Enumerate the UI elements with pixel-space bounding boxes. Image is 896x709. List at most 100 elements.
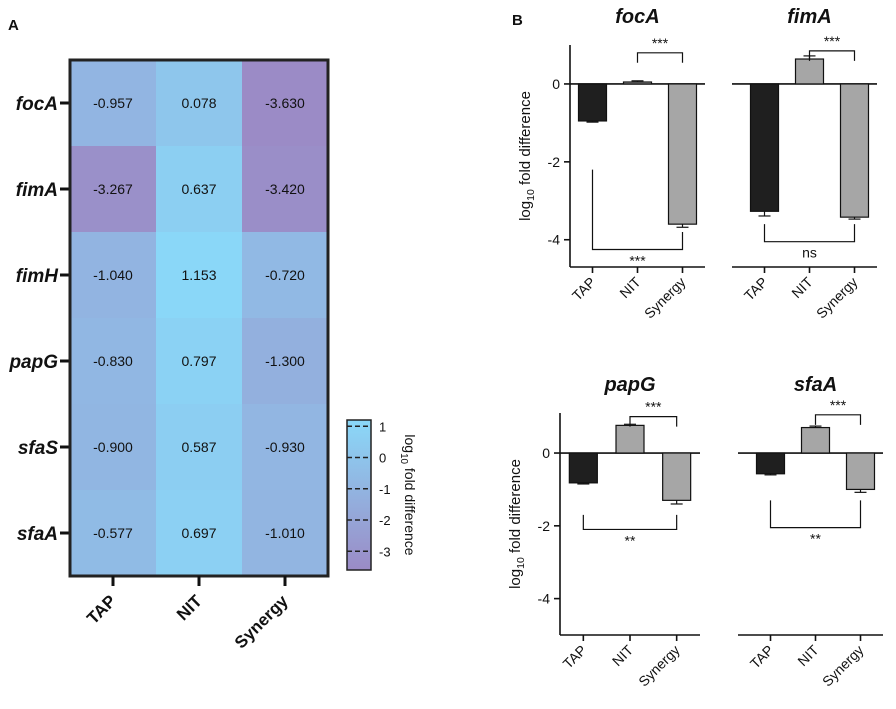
heatmap-row-label: sfaS: [18, 438, 58, 459]
colorbar-tick-label: -3: [379, 544, 391, 559]
chart-title: focA: [615, 6, 659, 28]
heatmap-cell-label: 0.797: [181, 353, 216, 369]
panel-b-letter: B: [512, 12, 523, 29]
y-tick-label: -4: [538, 591, 551, 607]
x-tick-label: TAP: [747, 642, 777, 672]
significance-bracket: [636, 52, 684, 63]
bar-nit: [615, 424, 645, 454]
heatmap-cell: [70, 318, 156, 404]
y-tick-label: 0: [552, 76, 560, 92]
heatmap-column-label: Synergy: [231, 591, 292, 652]
heatmap-cell: [70, 232, 156, 318]
heatmap-cell-label: -0.830: [93, 353, 133, 369]
heatmap-row-label: sfaA: [17, 524, 58, 545]
x-tick-label: TAP: [741, 274, 771, 304]
significance-bracket: [582, 514, 678, 531]
y-tick-label: -2: [538, 518, 551, 534]
bar-tap: [568, 452, 598, 484]
chart-title: sfaA: [794, 374, 837, 396]
heatmap-cell: [242, 404, 328, 490]
heatmap-cell-label: -0.900: [93, 439, 133, 455]
colorbar-tick-label: 0: [379, 451, 386, 466]
heatmap-cell: [156, 232, 242, 318]
y-axis-label-sub: 10: [515, 557, 527, 569]
colorbar-label-sub: 10: [398, 453, 409, 464]
significance-label: **: [625, 532, 636, 548]
x-tick-label: NIT: [794, 641, 822, 669]
heatmap-cell: [70, 60, 156, 146]
heatmap-cell: [242, 490, 328, 576]
significance-label: ***: [830, 397, 847, 413]
y-tick-label: 0: [542, 445, 550, 461]
heatmap-cell: [242, 232, 328, 318]
bar-synergy: [667, 83, 698, 225]
heatmap-cell: [70, 404, 156, 490]
heatmap-cell: [156, 404, 242, 490]
significance-label: ***: [652, 35, 669, 51]
heatmap-column-label: TAP: [83, 591, 120, 628]
heatmap-cell-label: 0.697: [181, 525, 216, 541]
significance-label: ***: [629, 252, 646, 268]
significance-label: ns: [802, 245, 817, 261]
y-tick-label: -4: [548, 232, 561, 248]
heatmap-cell-label: 0.587: [181, 439, 216, 455]
panel-a-letter: A: [8, 17, 19, 34]
significance-bracket: [629, 416, 678, 427]
heatmap-cell-label: -0.577: [93, 525, 133, 541]
heatmap-cell-label: -0.720: [265, 267, 305, 283]
bar-nit: [794, 58, 825, 85]
significance-label: ***: [645, 399, 662, 415]
heatmap-cell-label: -3.420: [265, 181, 305, 197]
bar-nit: [800, 426, 831, 454]
x-tick-label: Synergy: [813, 274, 861, 322]
heatmap-cell-label: -1.010: [265, 525, 305, 541]
bar-synergy: [845, 452, 876, 491]
significance-bracket: [808, 50, 856, 61]
significance-bracket: [763, 224, 856, 243]
colorbar-label-rest: fold difference: [402, 464, 418, 556]
x-tick-label: Synergy: [819, 642, 867, 690]
heatmap-cell-label: -0.957: [93, 95, 133, 111]
heatmap-cell: [156, 60, 242, 146]
heatmap-cell: [242, 318, 328, 404]
heatmap-row-label: fimH: [16, 266, 60, 287]
x-tick-label: NIT: [788, 273, 816, 301]
significance-label: **: [810, 531, 821, 547]
heatmap-cell-label: 1.153: [181, 267, 216, 283]
y-axis-label: log10 fold difference: [507, 459, 527, 589]
heatmap-row-label: focA: [16, 94, 58, 115]
heatmap-cell-label: -3.630: [265, 95, 305, 111]
bar-tap: [749, 83, 780, 212]
x-tick-label: Synergy: [635, 642, 683, 690]
chart-title: fimA: [787, 6, 831, 28]
heatmap-cell-label: -3.267: [93, 181, 133, 197]
heatmap-row-label: fimA: [16, 180, 58, 201]
significance-label: ***: [824, 33, 841, 49]
heatmap-row-label: papG: [8, 352, 58, 373]
heatmap-cell-label: -1.040: [93, 267, 133, 283]
heatmap-cell-label: 0.637: [181, 181, 216, 197]
x-tick-label: NIT: [609, 641, 637, 669]
heatmap-column-label: NIT: [173, 591, 206, 624]
y-axis-label-base: log: [517, 201, 534, 221]
colorbar: [346, 419, 372, 571]
heatmap-cell-label: 0.078: [181, 95, 216, 111]
significance-bracket: [591, 169, 684, 251]
bar-nit: [622, 81, 653, 85]
colorbar-tick-label: 1: [379, 419, 386, 434]
y-tick-label: -2: [548, 154, 561, 170]
significance-bracket: [769, 500, 862, 529]
heatmap-cell: [156, 318, 242, 404]
heatmap-cell: [70, 146, 156, 232]
bar-synergy: [662, 452, 692, 501]
colorbar-tick-label: -2: [379, 513, 391, 528]
y-axis-label-rest: fold difference: [507, 459, 524, 557]
y-axis-label-rest: fold difference: [517, 91, 534, 189]
y-axis-label: log10 fold difference: [517, 91, 537, 221]
heatmap-cell-label: -1.300: [265, 353, 305, 369]
colorbar-tick-label: -1: [379, 482, 391, 497]
heatmap-panel: -0.957 0.078 -3.630 focA -3.267 0.637 -3.420 fi…: [8, 58, 418, 652]
heatmap-cell: [242, 60, 328, 146]
bar-tap: [755, 452, 786, 475]
